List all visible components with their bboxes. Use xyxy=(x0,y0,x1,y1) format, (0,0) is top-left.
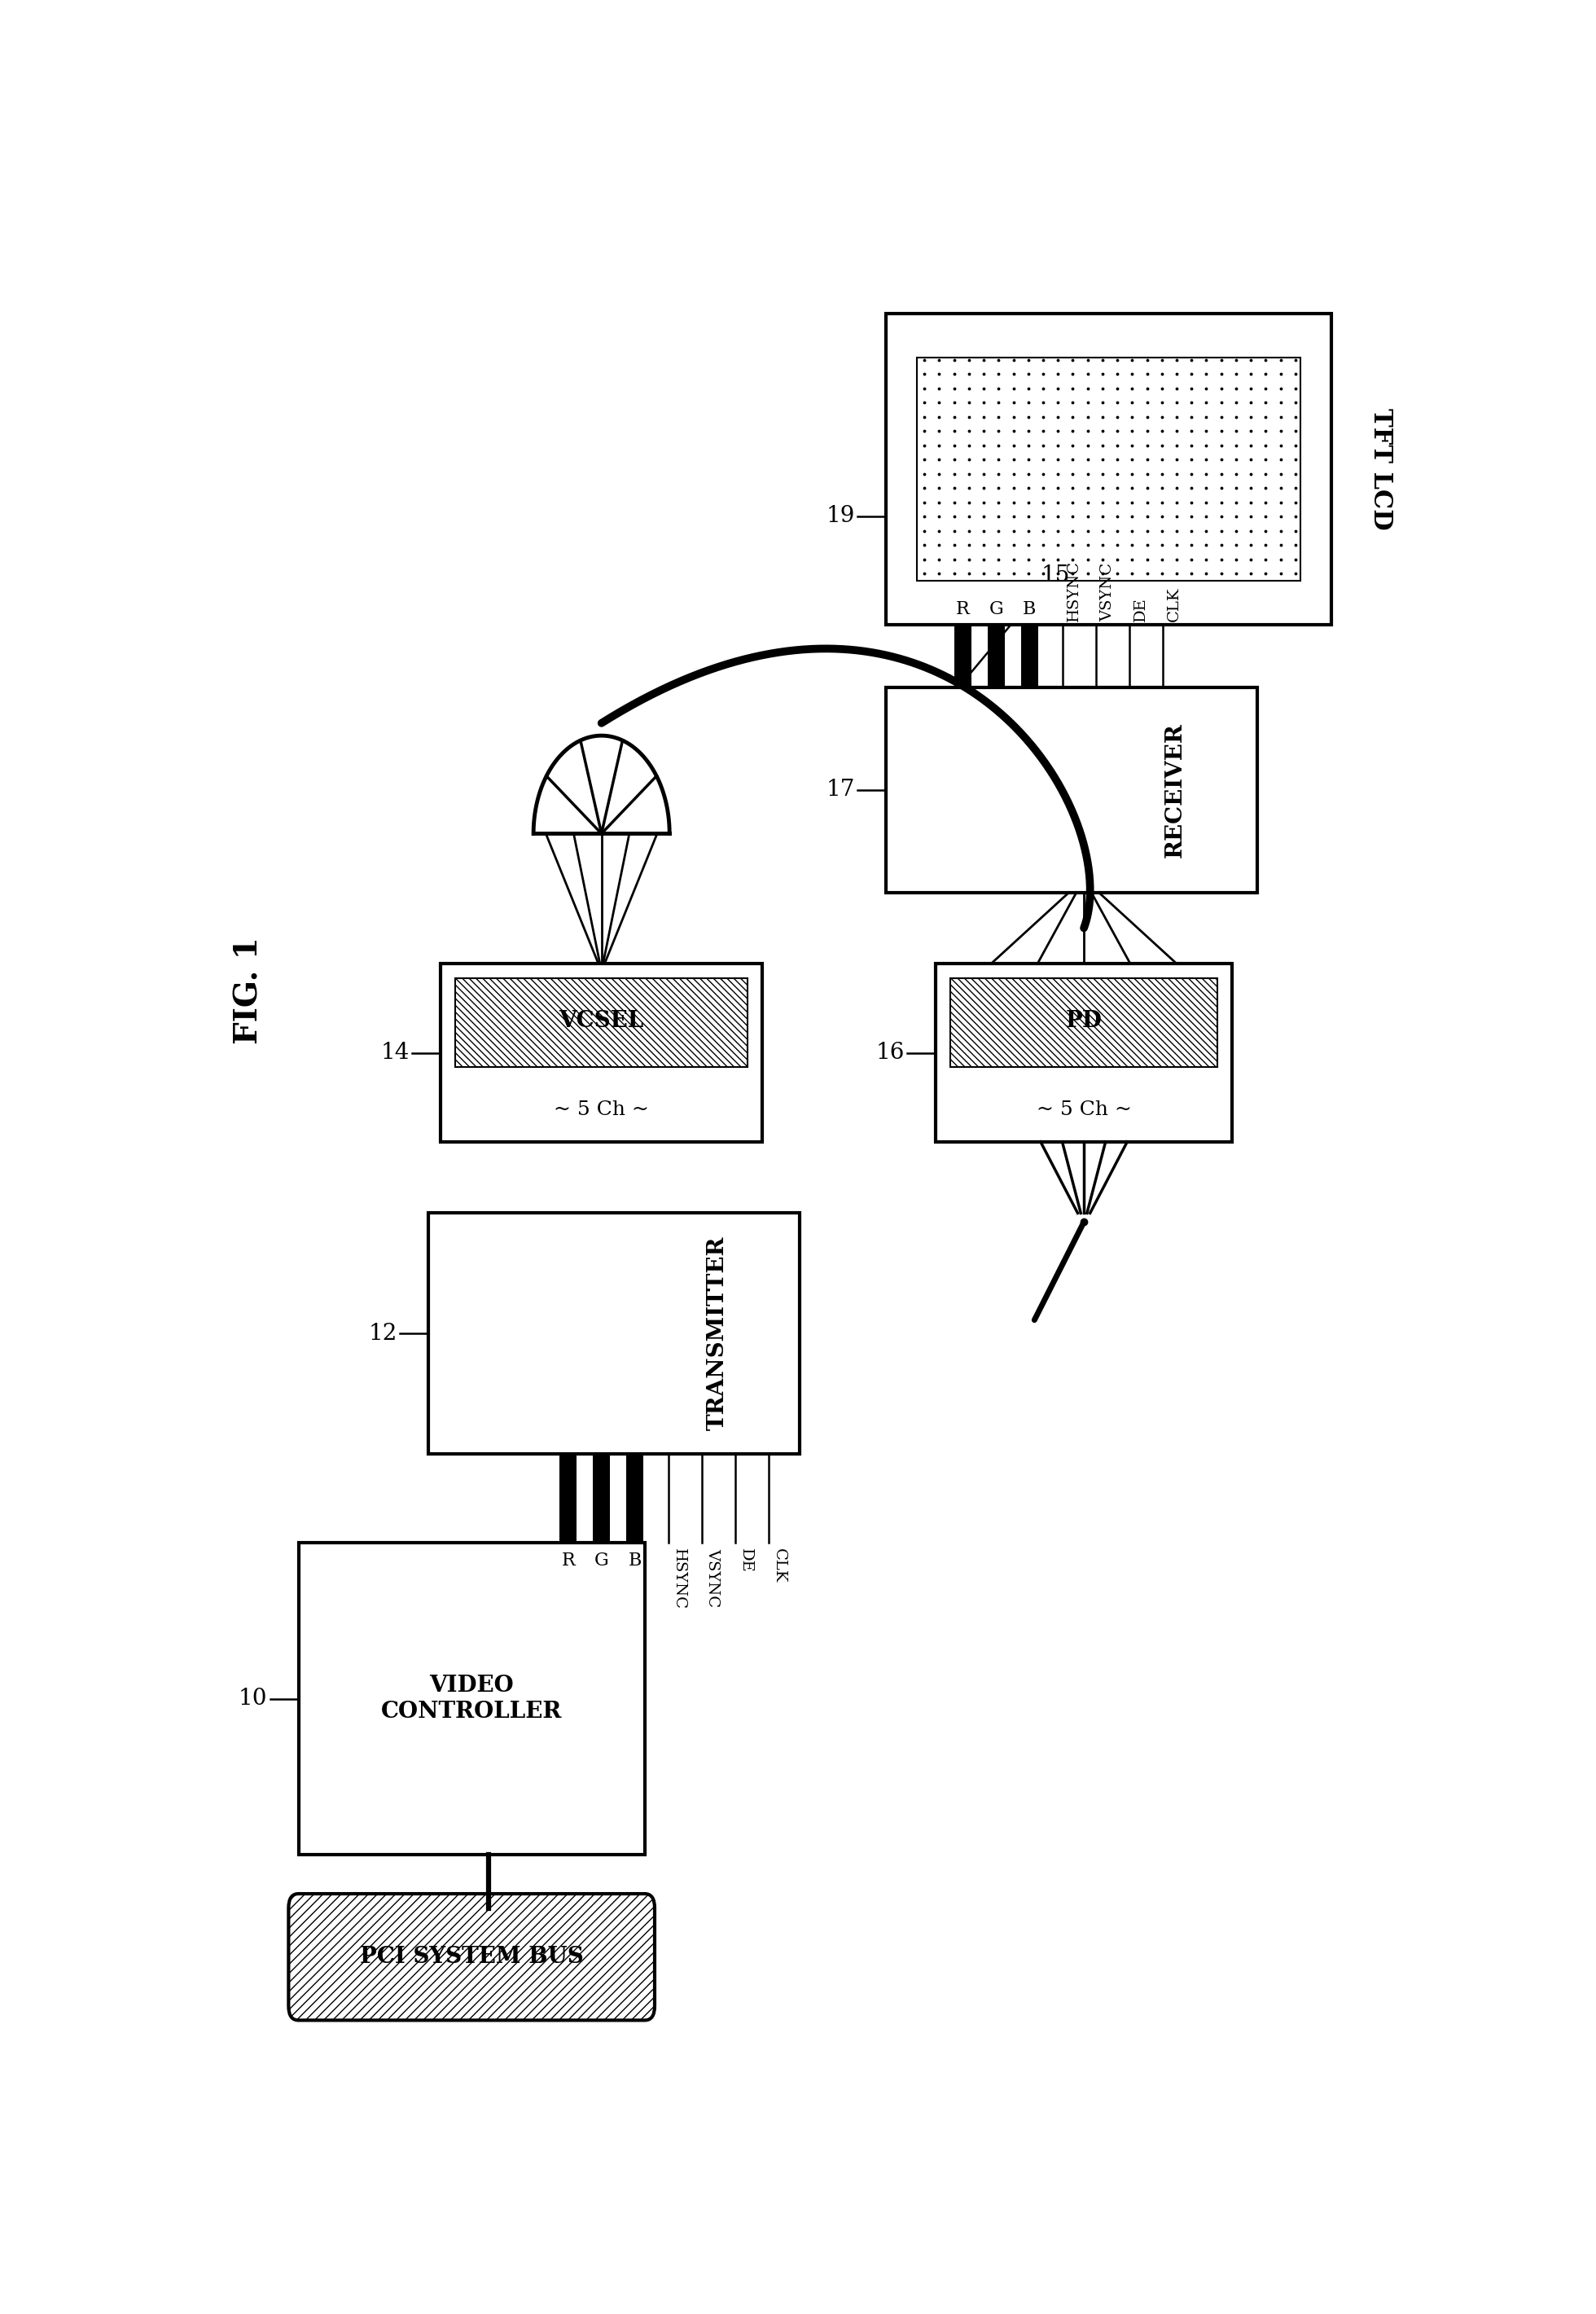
Text: VIDEO
CONTROLLER: VIDEO CONTROLLER xyxy=(381,1675,562,1722)
Text: HSYNC: HSYNC xyxy=(672,1548,686,1608)
Text: DE: DE xyxy=(739,1548,753,1571)
Text: PCI SYSTEM BUS: PCI SYSTEM BUS xyxy=(359,1946,584,1967)
Bar xyxy=(988,625,1005,687)
Text: ~ 5 Ch ~: ~ 5 Ch ~ xyxy=(1036,1101,1132,1120)
Text: CLK: CLK xyxy=(1167,588,1181,622)
Text: 15: 15 xyxy=(1041,565,1069,588)
Text: G: G xyxy=(990,599,1004,618)
Bar xyxy=(428,1213,800,1453)
Text: R: R xyxy=(562,1553,575,1569)
Text: HSYNC: HSYNC xyxy=(1066,560,1080,622)
Text: CLK: CLK xyxy=(772,1548,787,1583)
Text: DE: DE xyxy=(1133,597,1148,622)
Bar xyxy=(954,625,972,687)
Text: VSYNC: VSYNC xyxy=(1100,562,1114,622)
Text: 10: 10 xyxy=(239,1687,268,1710)
Text: ~ 5 Ch ~: ~ 5 Ch ~ xyxy=(554,1101,650,1120)
Text: 14: 14 xyxy=(381,1041,410,1064)
Text: TRANSMITTER: TRANSMITTER xyxy=(707,1236,729,1430)
Bar xyxy=(626,1453,643,1543)
Text: G: G xyxy=(594,1553,608,1569)
Bar xyxy=(950,979,1218,1067)
Bar xyxy=(560,1453,576,1543)
Bar xyxy=(592,1453,610,1543)
Text: 16: 16 xyxy=(876,1041,905,1064)
Bar xyxy=(440,963,763,1141)
Text: B: B xyxy=(1023,599,1036,618)
Bar xyxy=(916,359,1301,581)
Bar xyxy=(1021,625,1037,687)
Text: VSYNC: VSYNC xyxy=(705,1548,720,1606)
Text: 12: 12 xyxy=(369,1321,397,1344)
Bar xyxy=(935,963,1232,1141)
Bar xyxy=(455,979,747,1067)
Bar xyxy=(886,312,1331,625)
Bar xyxy=(886,687,1258,893)
Text: RECEIVER: RECEIVER xyxy=(1165,722,1186,858)
Text: PD: PD xyxy=(1066,1009,1103,1032)
FancyBboxPatch shape xyxy=(289,1893,654,2020)
Text: R: R xyxy=(956,599,969,618)
Text: 17: 17 xyxy=(827,780,855,801)
Text: VCSEL: VCSEL xyxy=(559,1009,643,1032)
Bar xyxy=(298,1543,645,1854)
Text: TFT LCD: TFT LCD xyxy=(1368,407,1393,530)
Text: 19: 19 xyxy=(827,504,855,528)
Text: FIG. 1: FIG. 1 xyxy=(233,937,265,1044)
Text: B: B xyxy=(629,1553,642,1569)
